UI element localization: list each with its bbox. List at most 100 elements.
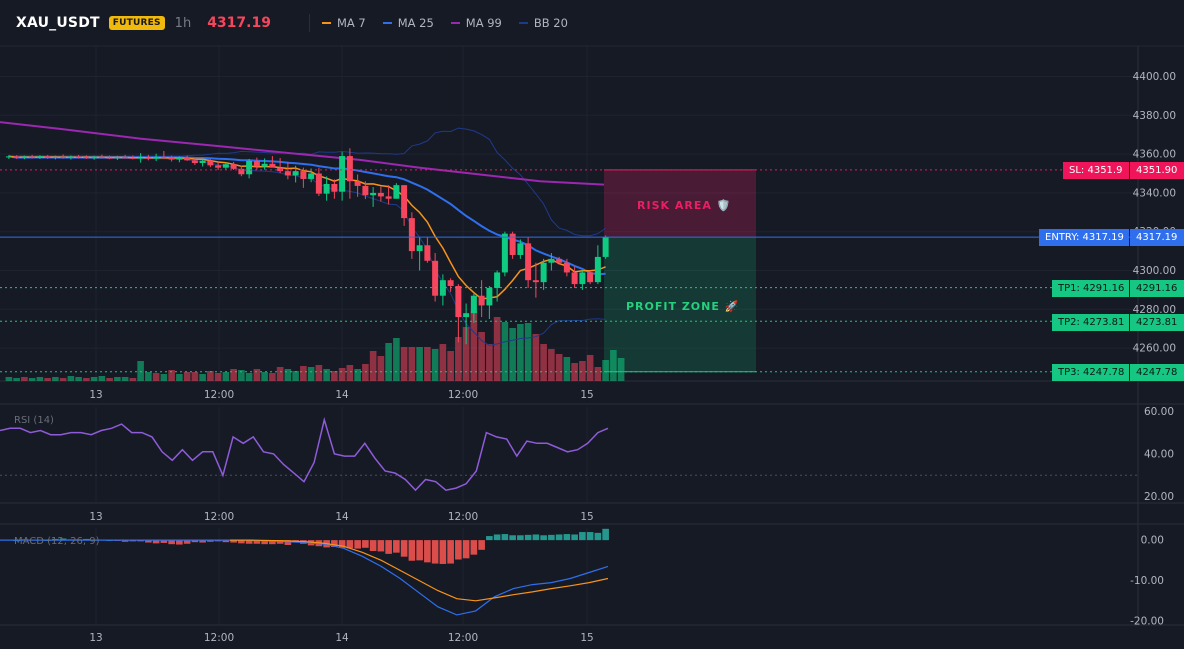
legend-bb20[interactable]: BB 20 xyxy=(518,16,568,30)
volume-bar xyxy=(323,369,330,381)
bb-lower-line xyxy=(8,155,606,346)
price-tick-label: 4340.00 xyxy=(1133,187,1176,199)
macd-histogram-bar xyxy=(416,540,423,561)
candle-body xyxy=(230,164,237,169)
price-tick-label: 4260.00 xyxy=(1133,343,1176,355)
symbol-name[interactable]: XAU_USDT xyxy=(16,15,100,31)
volume-bar xyxy=(385,343,392,381)
macd-signal-line xyxy=(230,539,609,602)
macd-histogram-bar xyxy=(145,540,152,543)
volume-bar xyxy=(408,347,416,381)
time-tick-macd: 14 xyxy=(335,632,349,644)
time-tick-price: 15 xyxy=(580,389,593,401)
tp1-tag[interactable]: TP1: 4291.16 xyxy=(1052,280,1129,297)
candle-body xyxy=(199,160,206,164)
tp3-tag[interactable]: TP3: 4247.78 xyxy=(1052,364,1129,381)
header-divider xyxy=(308,14,310,32)
time-tick-price: 14 xyxy=(335,389,349,401)
candle-body xyxy=(587,272,594,283)
candle-body xyxy=(331,183,338,192)
macd-histogram-bar xyxy=(83,538,90,541)
volume-bar xyxy=(191,372,199,381)
volume-bar xyxy=(424,347,431,381)
volume-bar xyxy=(517,324,524,381)
macd-histogram-bar xyxy=(152,540,160,544)
volume-bar xyxy=(106,378,113,381)
candle-body xyxy=(362,185,369,196)
candle-body xyxy=(439,280,446,296)
time-tick-rsi: 14 xyxy=(335,511,349,523)
volume-bar xyxy=(36,377,44,381)
volume-bar xyxy=(13,378,20,381)
candle-body xyxy=(470,295,477,314)
macd-histogram-bar xyxy=(222,540,230,543)
candle-body xyxy=(463,313,470,318)
volume-bar xyxy=(21,377,28,381)
candle-body xyxy=(67,156,74,158)
candle-body xyxy=(447,280,454,287)
level-lines xyxy=(0,169,1138,373)
macd-histogram-bar xyxy=(447,540,454,564)
entry-tag[interactable]: ENTRY: 4317.19 xyxy=(1039,229,1129,246)
macd-histogram-bar xyxy=(377,540,385,552)
time-tick-rsi: 12:00 xyxy=(204,511,234,523)
candle-body xyxy=(215,165,222,168)
trade-zones xyxy=(604,169,756,373)
candle-body xyxy=(556,258,563,263)
price-tick-label: 4280.00 xyxy=(1133,304,1176,316)
macd-histogram-bar xyxy=(199,540,206,543)
macd-histogram-bar xyxy=(191,540,199,543)
candle-body xyxy=(494,272,501,288)
volume-bar xyxy=(307,367,315,381)
volume-bar xyxy=(540,344,547,381)
volume-bar xyxy=(98,376,106,381)
candle-body xyxy=(44,156,51,158)
candle-body xyxy=(300,171,307,179)
timeframe-selector[interactable]: 1h xyxy=(174,15,192,31)
candle-body xyxy=(191,160,198,164)
last-price: 4317.19 xyxy=(207,15,271,31)
candle-body xyxy=(602,237,609,257)
macd-histogram-bar xyxy=(245,540,253,544)
legend-ma7[interactable]: MA 7 xyxy=(321,16,366,30)
candle-body xyxy=(432,260,439,296)
time-tick-rsi: 13 xyxy=(89,511,102,523)
macd-histogram-bar xyxy=(571,534,578,541)
volume-bar xyxy=(478,332,485,381)
macd-histogram-bar xyxy=(524,534,532,541)
macd-histogram-bar xyxy=(253,540,261,544)
macd-histogram-bar xyxy=(563,534,571,541)
volume-bar xyxy=(152,373,160,381)
macd-histogram-bar xyxy=(369,540,377,552)
macd-histogram-bar xyxy=(509,535,516,541)
macd-histogram-bar xyxy=(462,540,470,559)
time-tick-macd: 13 xyxy=(89,632,102,644)
candle-body xyxy=(253,160,260,167)
macd-histogram-bar xyxy=(59,538,67,541)
candle-body xyxy=(377,192,384,197)
volume-bar xyxy=(28,378,36,381)
tp2-tag[interactable]: TP2: 4273.81 xyxy=(1052,314,1129,331)
volume-bar xyxy=(315,365,323,381)
candle-body xyxy=(246,160,253,175)
macd-histogram-bar xyxy=(540,535,547,541)
candle-body xyxy=(106,157,113,159)
sl-tag[interactable]: SL: 4351.9 xyxy=(1063,162,1129,179)
rsi-line xyxy=(0,416,609,492)
volume-bar xyxy=(462,327,470,381)
candle-body xyxy=(416,245,423,252)
volume-bar xyxy=(393,338,400,381)
time-tick-macd: 15 xyxy=(580,632,593,644)
volume-bar xyxy=(486,344,493,381)
macd-histogram-bar xyxy=(168,540,175,545)
macd-histogram-bar xyxy=(602,528,609,541)
sl-price-tag: 4351.90 xyxy=(1130,162,1184,179)
candle-body xyxy=(525,243,532,281)
macd-histogram-bar xyxy=(579,532,586,541)
candle-body xyxy=(29,156,36,158)
volume-bar xyxy=(52,377,59,381)
legend-ma99[interactable]: MA 99 xyxy=(450,16,502,30)
candle-body xyxy=(509,233,516,255)
legend-ma25[interactable]: MA 25 xyxy=(382,16,434,30)
